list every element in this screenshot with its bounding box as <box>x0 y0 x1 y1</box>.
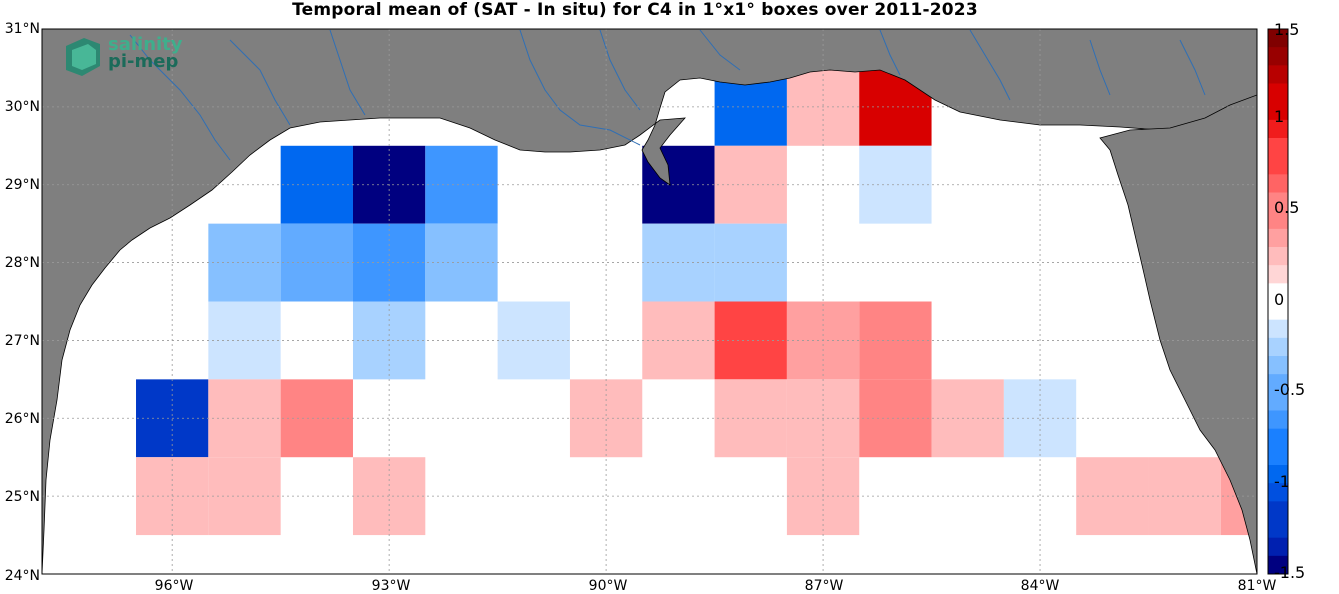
anomaly-cell <box>1148 457 1221 536</box>
logo-mark-icon <box>66 38 100 76</box>
anomaly-cell <box>859 379 932 458</box>
colorbar-segment <box>1268 555 1288 575</box>
logo-text-line1: salinity <box>108 34 183 55</box>
colorbar <box>1267 28 1289 575</box>
colorbar-segment <box>1268 265 1288 284</box>
colorbar-segment <box>1268 192 1288 212</box>
lon-label: 84°W <box>1021 578 1060 594</box>
anomaly-cell <box>859 145 932 224</box>
colorbar-segment <box>1268 138 1288 157</box>
colorbar-segment <box>1268 283 1288 302</box>
colorbar-segment <box>1268 428 1288 448</box>
colorbar-segment <box>1268 519 1288 539</box>
colorbar-segment <box>1268 410 1288 430</box>
rivers <box>129 29 1206 161</box>
anomaly-cell <box>208 223 281 302</box>
colorbar-segment <box>1268 119 1288 139</box>
colorbar-tick-label: -1 <box>1274 472 1290 491</box>
anomaly-cell <box>208 301 281 380</box>
anomaly-cell <box>208 379 281 458</box>
lon-axis: 96°W 93°W 90°W 87°W 84°W 81°W <box>155 578 1277 594</box>
lat-label: 29°N <box>5 177 40 193</box>
lat-label: 28°N <box>5 255 40 271</box>
anomaly-cell <box>714 223 787 302</box>
lon-label: 87°W <box>805 578 844 594</box>
colorbar-segment <box>1268 101 1288 121</box>
anomaly-cell <box>714 379 787 458</box>
colorbar-tick-label: 1 <box>1274 107 1284 126</box>
colorbar-segment <box>1268 228 1288 248</box>
logo-text-line2: pi-mep <box>108 51 179 72</box>
colorbar-segment <box>1268 537 1288 557</box>
colorbar-tick-label: -0.5 <box>1274 380 1305 399</box>
map-title: Temporal mean of (SAT - In situ) for C4 … <box>292 0 978 20</box>
lat-label: 25°N <box>5 489 40 505</box>
colorbar-segment <box>1268 65 1288 84</box>
axes-frame <box>41 28 1258 575</box>
lon-label: 81°W <box>1238 578 1277 594</box>
land-florida <box>1099 29 1257 574</box>
colorbar-segment <box>1268 446 1288 466</box>
colorbar-segment <box>1268 247 1288 266</box>
lat-label: 27°N <box>5 333 40 349</box>
colorbar-tick-label: 1.5 <box>1274 20 1299 39</box>
colorbar-segment <box>1268 356 1288 375</box>
anomaly-cell <box>714 301 787 380</box>
colorbar-segment <box>1268 374 1288 393</box>
land-north-coast <box>42 29 1257 574</box>
colorbar-segment <box>1268 465 1288 484</box>
salinity-pi-mep-logo: salinity pi-mep <box>62 34 192 82</box>
lat-label: 30°N <box>5 99 40 115</box>
anomaly-cell <box>859 301 932 380</box>
anomaly-cell <box>425 145 498 224</box>
colorbar-segment <box>1268 47 1288 66</box>
anomaly-cell <box>714 145 787 224</box>
lat-label: 31°N <box>5 21 40 37</box>
colorbar-segment <box>1268 210 1288 230</box>
colorbar-tick-label: 0 <box>1274 290 1284 309</box>
lon-label: 90°W <box>589 578 628 594</box>
colorbar-segment <box>1268 156 1288 175</box>
colorbar-segment <box>1268 319 1288 339</box>
colorbar-segment <box>1268 483 1288 502</box>
lat-label: 26°N <box>5 411 40 427</box>
anomaly-cell <box>425 223 498 302</box>
colorbar-segment <box>1268 337 1288 357</box>
colorbar-segment <box>1268 29 1288 48</box>
colorbar-ticks: 1.5 1 0.5 0 -0.5 -1 -1.5 <box>1274 20 1305 582</box>
colorbar-frame <box>1267 28 1289 575</box>
colorbar-tick-label: 0.5 <box>1274 198 1299 217</box>
lat-axis: 31°N 30°N 29°N 28°N 27°N 26°N 25°N 24°N <box>5 21 40 584</box>
colorbar-segment <box>1268 174 1288 193</box>
colorbar-segment <box>1268 301 1288 321</box>
lat-label: 24°N <box>5 568 40 584</box>
colorbar-segment <box>1268 83 1288 103</box>
anomaly-cell <box>208 457 281 536</box>
colorbar-segment <box>1268 392 1288 411</box>
grid-lines <box>42 29 1257 574</box>
colorbar-tick-label: -1.5 <box>1274 563 1305 582</box>
colorbar-segment <box>1268 501 1288 520</box>
lon-label: 93°W <box>372 578 411 594</box>
lon-label: 96°W <box>155 578 194 594</box>
